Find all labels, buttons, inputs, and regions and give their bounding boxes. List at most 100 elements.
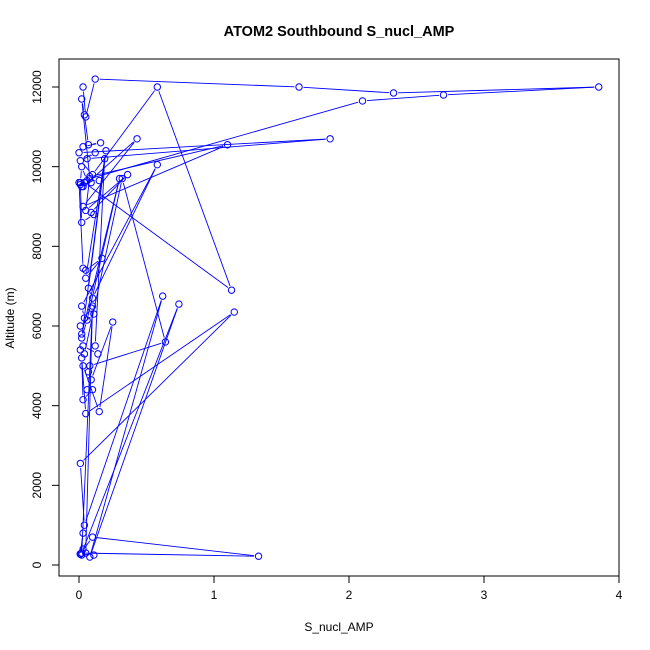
data-point (78, 162, 86, 171)
series-line-segment (88, 177, 125, 208)
series-line-segment (83, 91, 86, 113)
data-point (95, 176, 103, 185)
series-line-segment (85, 310, 93, 549)
data-point (78, 354, 86, 362)
series-line-segment (87, 146, 224, 206)
series-line-segment (82, 170, 86, 177)
data-point (75, 178, 83, 187)
data-point (79, 362, 87, 370)
series-line-segment (94, 145, 224, 177)
data-point (95, 407, 103, 416)
series-layer (75, 75, 603, 561)
data-point (109, 318, 117, 326)
data-point (80, 111, 89, 119)
data-point (96, 139, 105, 147)
data-point (82, 113, 90, 121)
data-point (88, 302, 97, 310)
series-line-segment (94, 168, 156, 295)
series-line-segment (86, 552, 255, 557)
data-point (88, 386, 97, 394)
data-point (153, 83, 162, 91)
series-line-segment (158, 91, 231, 287)
data-point (82, 266, 90, 274)
series-line-segment (84, 182, 122, 350)
data-point (78, 334, 86, 342)
series-line-segment (90, 155, 92, 157)
series-line-segment (96, 537, 255, 557)
data-point (175, 300, 183, 308)
data-point (91, 149, 99, 157)
data-point (87, 304, 95, 312)
series-line-segment (89, 292, 92, 295)
data-point (79, 529, 87, 537)
data-point (295, 83, 303, 91)
y-tick-label: 12000 (30, 70, 44, 104)
data-point (94, 350, 102, 358)
series-line-segment (84, 119, 89, 141)
series-line-segment (85, 300, 162, 522)
data-point (84, 368, 93, 376)
series-line-segment (82, 540, 91, 551)
data-point (123, 170, 132, 179)
x-axis-label: S_nucl_AMP (304, 620, 373, 634)
data-point (115, 174, 124, 183)
data-point (76, 180, 85, 189)
x-tick-label: 2 (346, 588, 353, 602)
series-line-segment (84, 369, 99, 408)
data-point (78, 218, 86, 227)
data-point (133, 135, 141, 143)
data-point (100, 155, 109, 163)
data-point (88, 533, 97, 541)
series-line-segment (94, 163, 105, 342)
series-line-segment (87, 184, 229, 288)
chart-title: ATOM2 Southbound S_nucl_AMP (224, 24, 455, 40)
series-line-segment (86, 83, 95, 113)
data-point (80, 521, 89, 529)
data-point (82, 409, 90, 418)
data-point (227, 286, 236, 294)
series-line-segment (90, 308, 178, 553)
data-point (83, 316, 91, 324)
data-point (78, 95, 86, 103)
y-axis: 0 2000 4000 6000 8000 10000 12000 (30, 70, 60, 568)
series-line-segment (81, 310, 93, 551)
data-point (79, 143, 87, 151)
series-line-segment (366, 94, 440, 102)
y-tick-label: 4000 (30, 392, 44, 419)
data-point (91, 342, 99, 350)
series-line-segment (82, 308, 178, 550)
data-point (86, 172, 94, 181)
series-line-segment (82, 324, 87, 334)
data-point (83, 155, 91, 163)
y-tick-label: 6000 (30, 312, 44, 339)
series-line-segment (447, 86, 595, 96)
data-point (78, 302, 86, 310)
data-point (153, 160, 162, 169)
series-line-segment (99, 326, 113, 408)
x-tick-label: 0 (76, 588, 83, 602)
data-point (86, 553, 94, 561)
data-point (78, 549, 86, 557)
y-tick-label: 2000 (30, 472, 44, 499)
data-point (88, 294, 97, 302)
data-point (595, 83, 603, 91)
data-point (91, 75, 99, 83)
x-tick-label: 4 (616, 588, 623, 602)
data-point (90, 210, 98, 219)
data-point (439, 91, 448, 99)
data-point (230, 308, 238, 316)
series-line-segment (87, 182, 119, 316)
series-line-segment (90, 300, 162, 553)
data-point (389, 89, 398, 97)
y-axis-label: Altitude (m) (3, 287, 17, 348)
data-point (118, 174, 126, 183)
data-point (90, 551, 98, 559)
series-line-segment (93, 342, 162, 365)
x-tick-label: 3 (481, 588, 488, 602)
series-line-segment (92, 326, 112, 376)
data-point (82, 274, 90, 282)
series-line-segment (80, 171, 82, 179)
data-point (76, 550, 85, 558)
